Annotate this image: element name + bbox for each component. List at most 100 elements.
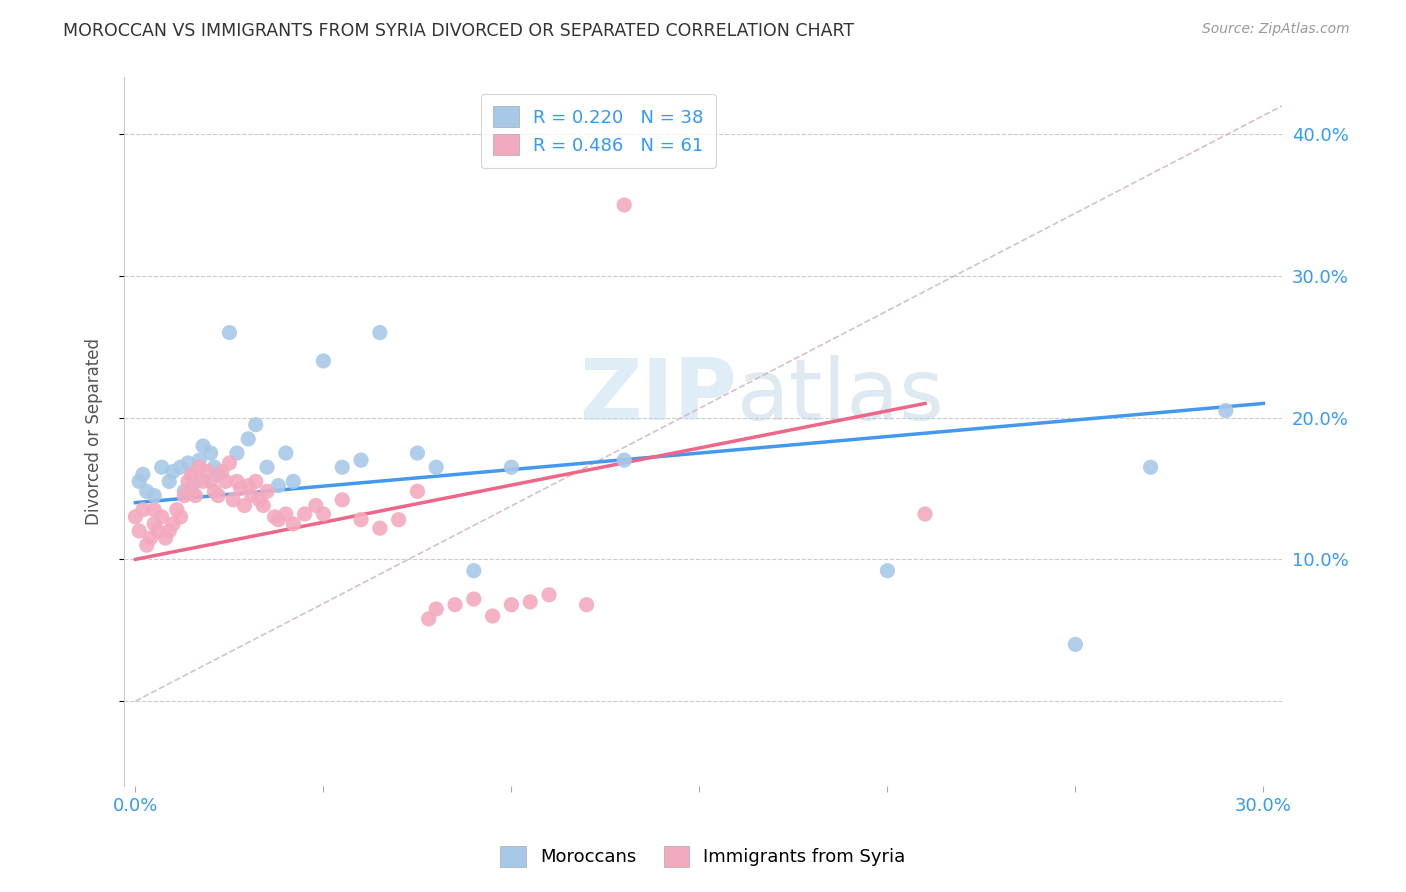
Point <box>155 531 177 545</box>
Point <box>226 475 249 489</box>
Point <box>191 475 214 489</box>
Point <box>350 453 373 467</box>
Point <box>184 489 207 503</box>
Point <box>202 484 225 499</box>
Point <box>283 475 305 489</box>
Point <box>132 502 155 516</box>
Point <box>143 502 166 516</box>
Point <box>1064 637 1087 651</box>
Point <box>481 609 503 624</box>
Point <box>388 513 411 527</box>
Point <box>218 326 240 340</box>
Point <box>463 592 485 607</box>
Point <box>132 467 155 482</box>
Point <box>180 470 202 484</box>
Text: ZIP: ZIP <box>579 355 737 438</box>
Point <box>267 478 290 492</box>
Point <box>252 499 274 513</box>
Point <box>173 484 195 499</box>
Text: MOROCCAN VS IMMIGRANTS FROM SYRIA DIVORCED OR SEPARATED CORRELATION CHART: MOROCCAN VS IMMIGRANTS FROM SYRIA DIVORC… <box>63 22 855 40</box>
Point <box>267 513 290 527</box>
Point <box>330 460 353 475</box>
Point <box>501 460 523 475</box>
Point <box>263 509 285 524</box>
Point <box>150 460 173 475</box>
Point <box>245 417 267 432</box>
Point <box>191 439 214 453</box>
Point <box>211 465 233 479</box>
Point <box>177 456 200 470</box>
Point <box>195 465 218 479</box>
Point <box>128 475 150 489</box>
Point <box>124 509 146 524</box>
Point <box>128 524 150 538</box>
Point <box>135 484 157 499</box>
Point <box>274 507 297 521</box>
Point <box>177 475 200 489</box>
Point <box>256 460 278 475</box>
Point <box>202 460 225 475</box>
Point <box>613 198 636 212</box>
Point <box>537 588 560 602</box>
Point <box>214 475 236 489</box>
Point <box>157 524 180 538</box>
Point <box>139 531 162 545</box>
Point <box>238 432 260 446</box>
Point <box>463 564 485 578</box>
Point <box>180 467 202 482</box>
Point <box>1139 460 1161 475</box>
Point <box>150 509 173 524</box>
Point <box>166 502 188 516</box>
Point <box>876 564 898 578</box>
Text: atlas: atlas <box>737 355 945 438</box>
Point <box>180 484 202 499</box>
Point <box>519 595 541 609</box>
Point <box>143 516 166 531</box>
Point <box>188 460 211 475</box>
Y-axis label: Divorced or Separated: Divorced or Separated <box>86 338 103 525</box>
Point <box>233 499 256 513</box>
Point <box>368 326 391 340</box>
Point <box>312 354 335 368</box>
Point <box>305 499 328 513</box>
Point <box>406 484 429 499</box>
Point <box>143 489 166 503</box>
Point <box>162 516 184 531</box>
Point <box>222 492 245 507</box>
Point <box>162 465 184 479</box>
Point <box>406 446 429 460</box>
Point <box>240 489 263 503</box>
Point <box>188 453 211 467</box>
Point <box>256 484 278 499</box>
Point <box>444 598 467 612</box>
Point <box>350 513 373 527</box>
Point <box>914 507 936 521</box>
Text: Source: ZipAtlas.com: Source: ZipAtlas.com <box>1202 22 1350 37</box>
Point <box>294 507 316 521</box>
Point <box>207 467 229 482</box>
Point <box>200 475 222 489</box>
Point <box>169 509 191 524</box>
Point <box>368 521 391 535</box>
Point <box>135 538 157 552</box>
Legend: Moroccans, Immigrants from Syria: Moroccans, Immigrants from Syria <box>494 838 912 874</box>
Point <box>613 453 636 467</box>
Point <box>330 492 353 507</box>
Point <box>200 446 222 460</box>
Point <box>169 460 191 475</box>
Legend: R = 0.220   N = 38, R = 0.486   N = 61: R = 0.220 N = 38, R = 0.486 N = 61 <box>481 94 716 168</box>
Point <box>146 524 169 538</box>
Point <box>207 489 229 503</box>
Point <box>575 598 598 612</box>
Point <box>229 482 252 496</box>
Point <box>249 492 271 507</box>
Point <box>226 446 249 460</box>
Point <box>418 612 440 626</box>
Point <box>425 460 447 475</box>
Point <box>173 489 195 503</box>
Point <box>283 516 305 531</box>
Point <box>312 507 335 521</box>
Point <box>501 598 523 612</box>
Point <box>184 475 207 489</box>
Point <box>157 475 180 489</box>
